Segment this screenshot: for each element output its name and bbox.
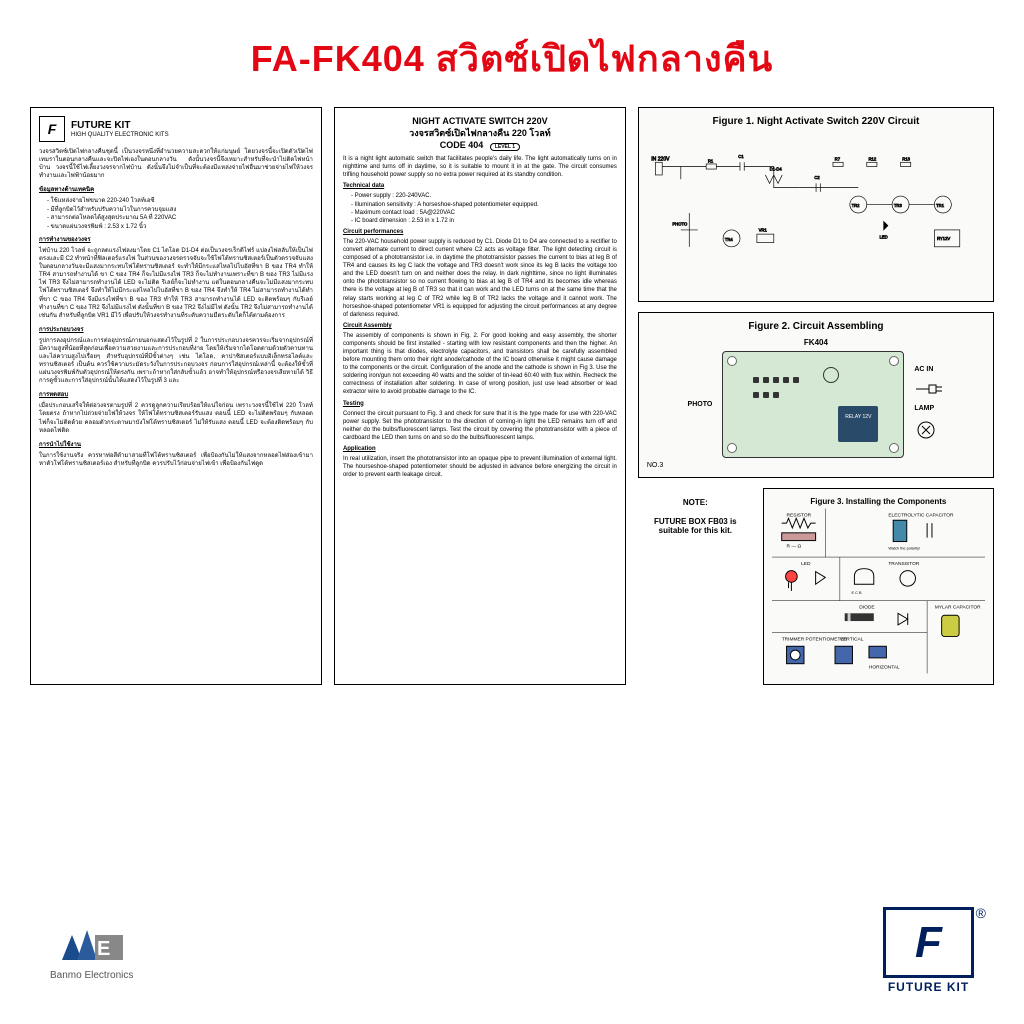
thai-sect-use: การนำไปใช้งาน [39,439,313,449]
bulb-icon [914,418,939,443]
banmo-logo: E Banmo Electronics [50,920,133,981]
futurekit-text: FUTURE KIT [888,980,969,994]
svg-text:C2: C2 [814,175,820,180]
thai-sect-test: การทดสอบ [39,389,313,399]
svg-text:D1-D4: D1-D4 [769,167,782,172]
svg-text:VERTICAL: VERTICAL [840,636,864,642]
circuit-schematic: IN 220V R1 C1 D1-D4 C2 TR2 TR3 TR1 RY12V… [647,133,985,293]
banmo-text: Banmo Electronics [50,970,133,981]
fig1-title: Figure 1. Night Activate Switch 220V Cir… [647,116,985,127]
svg-text:RESISTOR: RESISTOR [786,512,811,518]
spec: - มีที่ลูกบิดไว้สำหรับปรับความไวในการควบ… [39,206,313,214]
fig2-title: Figure 2. Circuit Assembling [647,321,985,332]
spec: - ใช้แหล่งจ่ายไฟขนาด 220-240 โวลท์เอซี [39,197,313,205]
svg-text:VR1: VR1 [758,228,767,233]
svg-text:E: E [97,938,110,960]
en-title2: วงจรสวิตซ์เปิดไฟกลางคืน 220 โวลท์ [343,126,617,140]
spec: - สามารถต่อโหลดได้สูงสุดประมาณ 5A ที่ 22… [39,214,313,222]
en-asm: The assembly of components is shown in F… [343,332,617,397]
figure-2: Figure 2. Circuit Assembling FK404 PHOTO… [638,312,994,478]
svg-text:IN 220V: IN 220V [651,157,670,163]
en-test: Connect the circuit pursuant to Fig. 3 a… [343,410,617,442]
en-perf: The 220-VAC household power supply is re… [343,238,617,319]
en-sect-app: Application [343,446,617,452]
en-code: CODE 404 [440,140,484,150]
relay-component: RELAY 12V [838,406,878,442]
registered-mark: ® [976,905,986,921]
brand-name: FUTURE KIT [71,120,169,132]
en-sect-tech: Technical data [343,183,617,189]
thai-sect-tech: ข้อมูลทางด้านเทคนิค [39,184,313,194]
thai-test: เมื่อประกอบเสร็จให้ต่อวงจรตามรูปที่ 2 คว… [39,402,313,434]
svg-text:RY12V: RY12V [937,236,950,241]
svg-text:TRANSISTOR: TRANSISTOR [888,561,920,567]
note-title: NOTE: [638,488,753,517]
thai-sect-asm: การประกอบวงจร [39,324,313,334]
level-badge: LEVEL 1 [490,143,520,151]
note-text: FUTURE BOX FB03 is suitable for this kit… [638,517,753,535]
content-row: F FUTURE KIT HIGH QUALITY ELECTRONIC KIT… [0,107,1024,685]
pcb-assembly: PHOTO RELAY 12V AC IN LAMP [647,347,985,462]
photo-label: PHOTO [688,401,713,408]
footer-logos: E Banmo Electronics F ® FUTURE KIT [0,907,1024,994]
svg-text:ELECTROLYTIC CAPACITOR: ELECTROLYTIC CAPACITOR [888,512,954,518]
column-figures: Figure 1. Night Activate Switch 220V Cir… [638,107,994,685]
figure-1: Figure 1. Night Activate Switch 220V Cir… [638,107,994,302]
components-grid: RESISTOR R — Ω ELECTROLYTIC CAPACITOR Wa… [772,506,985,676]
spec: - ขนาดแผ่นวงจรพิมพ์ : 2.53 x 1.72 นิ้ว [39,223,313,231]
figure-3: Figure 3. Installing the Components RESI… [763,488,994,685]
acin-label: AC IN [914,366,944,373]
svg-text:PHOTO: PHOTO [672,222,688,227]
svg-text:R — Ω: R — Ω [786,543,801,549]
fig3-title: Figure 3. Installing the Components [772,497,985,506]
thai-asm: รูปการลงอุปกรณ์และการต่ออุปกรณ์ภายนอกแสด… [39,337,313,386]
svg-text:R1: R1 [708,158,714,163]
en-sect-perf: Circuit performances [343,229,617,235]
f-logo-small: F [39,116,65,142]
svg-text:C1: C1 [738,154,744,159]
column-thai: F FUTURE KIT HIGH QUALITY ELECTRONIC KIT… [30,107,322,685]
futurekit-logo: F ® FUTURE KIT [883,907,974,994]
en-sect-asm: Circuit Assembly [343,323,617,329]
en-title1: NIGHT ACTIVATE SWITCH 220V [343,116,617,126]
svg-text:MYLAR CAPACITOR: MYLAR CAPACITOR [935,604,981,610]
svg-text:R13: R13 [902,157,910,162]
plug-icon [914,379,944,399]
svg-text:DIODE: DIODE [859,604,875,610]
svg-text:Watch the polarity!: Watch the polarity! [888,545,920,550]
thai-intro: วงจรสวิตซ์เปิดไฟกลางคืนชุดนี้ เป็นวงจรหน… [39,148,313,180]
en-app: In real utilization, insert the phototra… [343,455,617,479]
thai-sect-work: การทำงานของวงจร [39,234,313,244]
fk404-label: FK404 [647,338,985,347]
svg-text:TR3: TR3 [894,203,903,208]
en-spec: - Power supply : 220-240VAC. [343,192,617,200]
en-sect-test: Testing [343,401,617,407]
en-spec: - Illumination sensitivity : A horseshoe… [343,201,617,209]
svg-text:TR1: TR1 [936,203,945,208]
thai-use: ในการใช้งานจริง ควรหาท่อสีดำมาสวมที่โฟโต… [39,452,313,468]
no3-label: NO.3 [647,462,985,469]
svg-text:LED: LED [801,561,811,567]
svg-text:E C B: E C B [851,590,862,595]
svg-text:HORIZONTAL: HORIZONTAL [869,665,900,671]
en-intro: It is a night light automatic switch tha… [343,155,617,179]
en-spec: - Maximum contact load : 5A@220VAC [343,209,617,217]
svg-text:R7: R7 [835,157,841,162]
thai-work: ไฟบ้าน 220 โวลท์ จะถูกลดแรงไฟลงมาโดย C1 … [39,247,313,320]
en-spec: - IC board dimension : 2.53 in x 1.72 in [343,217,617,225]
fk-letter: F [915,918,942,968]
column-english: NIGHT ACTIVATE SWITCH 220V วงจรสวิตซ์เปิ… [334,107,626,685]
pcb-board: RELAY 12V [722,351,904,458]
svg-text:R12: R12 [868,157,876,162]
svg-text:TR2: TR2 [851,203,860,208]
svg-text:TR4: TR4 [725,237,734,242]
page-title: FA-FK404 สวิตซ์เปิดไฟกลางคืน [0,0,1024,107]
svg-text:TRIMMER POTENTIOMETER: TRIMMER POTENTIOMETER [781,636,847,642]
brand-sub: HIGH QUALITY ELECTRONIC KITS [71,132,169,138]
lamp-label: LAMP [914,405,944,412]
svg-text:LED: LED [879,234,887,239]
